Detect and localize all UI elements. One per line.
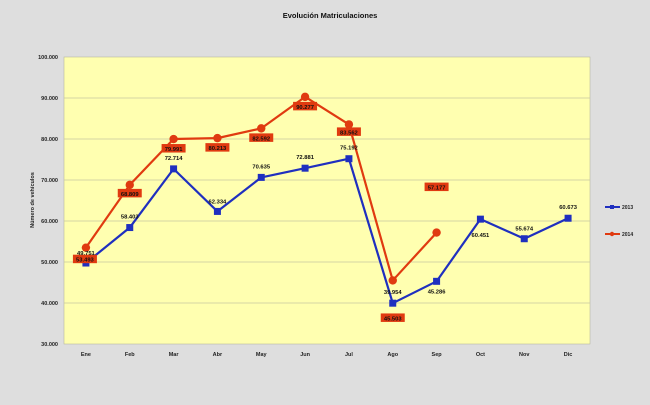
data-labels: 53.493 68.809 79.991 80.213 82.592 90.277 83.5… [72, 101, 578, 322]
data-point-marker [389, 299, 397, 307]
legend: 2013 2014 [605, 205, 633, 238]
data-point-marker [433, 277, 441, 285]
data-point-marker [213, 207, 221, 215]
data-label-2013: 70.635 [252, 164, 271, 170]
data-label-2013: 45.286 [428, 289, 447, 295]
series-lines [81, 92, 572, 307]
data-label-box-2014 [72, 254, 97, 264]
data-label-box-2014 [293, 101, 318, 111]
data-point-marker [81, 243, 91, 252]
data-point-marker [476, 215, 484, 223]
data-label-2014: 80.213 [209, 146, 228, 152]
data-label-2014: 57.177 [428, 186, 446, 192]
data-label-2013: 55.674 [515, 227, 534, 233]
data-point-marker [125, 180, 134, 190]
data-label-2014: 83.562 [340, 130, 358, 136]
data-point-marker [432, 228, 441, 237]
data-point-marker [564, 214, 572, 222]
data-point-marker [388, 276, 397, 285]
data-label-2013: 49.751 [77, 251, 96, 257]
data-point-marker [257, 124, 266, 133]
data-point-marker [213, 133, 222, 143]
x-tick-label: Nov [519, 352, 530, 358]
chart-title: Evolución Matriculaciones [282, 11, 378, 20]
y-tick-label: 40.000 [41, 301, 58, 307]
data-label-2014: 68.809 [121, 192, 140, 198]
y-tick-label: 50.000 [41, 260, 58, 266]
y-tick-label: 80.000 [41, 137, 58, 143]
plot-area [63, 56, 591, 345]
data-label-box-2014 [380, 313, 405, 322]
data-label-2013: 72.714 [165, 156, 184, 162]
data-point-marker [520, 235, 528, 243]
data-point-marker [300, 92, 310, 102]
data-label-box-2014 [249, 133, 274, 142]
x-tick-label: Dic [564, 352, 573, 358]
data-point-marker [301, 164, 309, 172]
x-tick-label: May [256, 352, 268, 358]
legend-label-2013: 2013 [622, 205, 633, 211]
data-point-marker [170, 165, 178, 173]
y-tick-label: 60.000 [41, 219, 58, 225]
x-tick-label: Abr [213, 352, 223, 358]
data-label-2013: 75.192 [340, 146, 358, 152]
data-label-2014: 45.503 [384, 316, 403, 322]
data-label-2014: 82.592 [252, 136, 270, 142]
y-axis-title: Número de vehículos [30, 172, 36, 228]
data-label-2013: 58.403 [121, 215, 140, 221]
data-label-box-2014 [424, 182, 449, 192]
data-point-marker [345, 155, 353, 163]
data-label-2013: 72.881 [296, 155, 315, 161]
y-tick-label: 90.000 [41, 96, 58, 102]
x-tick-label: Jul [345, 352, 353, 358]
y-axis-ticks: 30.000 40.000 50.000 60.000 70.000 80.000 90.0… [38, 55, 58, 348]
x-tick-label: Feb [125, 352, 135, 358]
x-tick-label: Oct [476, 352, 485, 358]
x-tick-label: Sep [432, 352, 443, 358]
y-tick-label: 100.000 [38, 55, 58, 61]
x-axis-ticks: Ene Feb Mar Abr May Jun Jul Ago Sep Oct Nov Dic [81, 352, 572, 358]
data-label-2014: 53.493 [76, 258, 95, 264]
data-point-marker [344, 120, 354, 129]
data-point-marker [126, 224, 134, 232]
data-label-2013: 60.451 [472, 233, 491, 239]
data-point-marker [169, 134, 178, 144]
data-label-2014: 79.991 [165, 147, 184, 153]
data-label-2013: 39.954 [384, 290, 403, 296]
data-point-marker [257, 173, 265, 181]
data-label-box-2014 [336, 127, 361, 136]
y-tick-label: 70.000 [41, 178, 58, 184]
data-label-2013: 62.334 [209, 199, 228, 205]
x-tick-label: Mar [169, 352, 180, 358]
x-tick-label: Jun [300, 352, 310, 358]
y-tick-label: 30.000 [41, 342, 58, 348]
x-tick-label: Ago [387, 352, 398, 358]
data-label-2014: 90.277 [296, 105, 314, 111]
data-label-box-2014 [161, 144, 186, 153]
gridlines [64, 97, 590, 304]
data-label-box-2014 [205, 143, 230, 152]
legend-label-2014: 2014 [622, 232, 633, 238]
x-tick-label: Ene [81, 352, 91, 358]
data-label-2013: 60.673 [559, 205, 578, 211]
data-label-box-2014 [117, 188, 142, 198]
series-line-2013 [85, 157, 569, 305]
